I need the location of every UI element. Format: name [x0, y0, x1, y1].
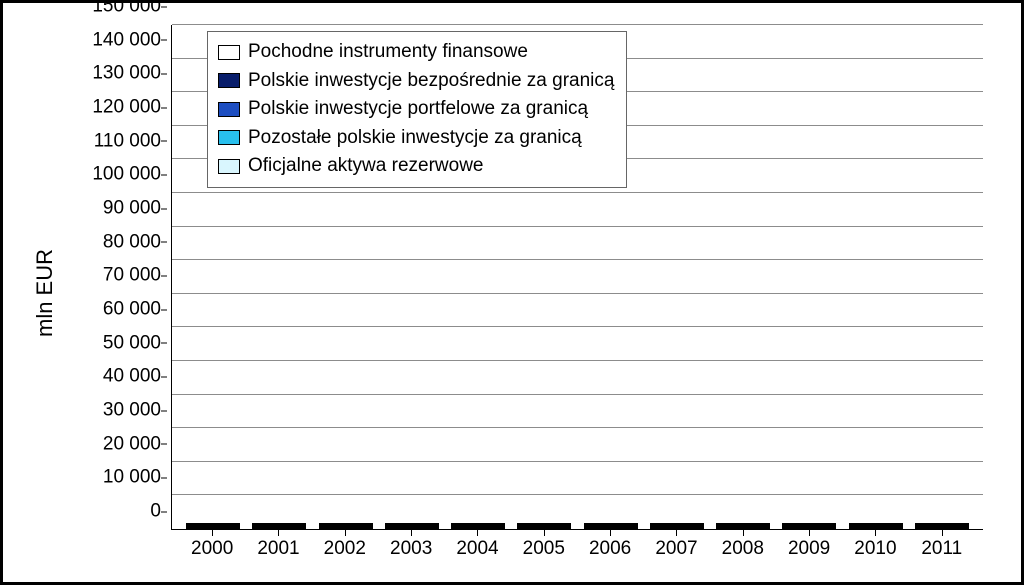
- y-tick-label: 100 000: [61, 165, 161, 184]
- bar-2011: [915, 523, 969, 529]
- legend-label: Oficjalne aktywa rezerwowe: [248, 152, 483, 181]
- bar-seg-reserves: [385, 527, 439, 529]
- y-tick-label: 140 000: [61, 30, 161, 49]
- bar-2008: [716, 523, 770, 529]
- x-axis: 2000 2001 2002 2003 2004 2005 2006 2007 2008 2009…: [171, 530, 983, 570]
- y-tick-label: 30 000: [61, 401, 161, 420]
- bar-2010: [849, 523, 903, 529]
- y-tick-label: 0: [61, 502, 161, 521]
- y-axis-label: mln EUR: [32, 248, 58, 336]
- bar-2007: [650, 523, 704, 529]
- x-tick-label: 2000: [185, 530, 239, 570]
- bar-2002: [319, 523, 373, 529]
- legend-item-direct: Polskie inwestycje bezpośrednie za grani…: [218, 67, 614, 96]
- bar-seg-reserves: [451, 527, 505, 529]
- bar-2006: [584, 523, 638, 529]
- y-tick-label: 150 000: [61, 0, 161, 16]
- y-tick-label: 120 000: [61, 98, 161, 117]
- y-tick-label: 110 000: [61, 131, 161, 150]
- x-tick-label: 2005: [517, 530, 571, 570]
- x-tick-label: 2006: [583, 530, 637, 570]
- y-tick-label: 20 000: [61, 434, 161, 453]
- legend-label: Polskie inwestycje bezpośrednie za grani…: [248, 67, 614, 96]
- y-tick-label: 60 000: [61, 300, 161, 319]
- x-tick-label: 2008: [716, 530, 770, 570]
- bar-seg-reserves: [319, 527, 373, 529]
- x-tick-label: 2007: [649, 530, 703, 570]
- x-tick-label: 2010: [848, 530, 902, 570]
- x-tick-label: 2011: [915, 530, 969, 570]
- y-tick-label: 130 000: [61, 64, 161, 83]
- x-tick-label: 2002: [318, 530, 372, 570]
- y-tick-label: 90 000: [61, 199, 161, 218]
- legend-swatch: [218, 102, 240, 117]
- bar-seg-reserves: [849, 527, 903, 529]
- y-tick-label: 40 000: [61, 367, 161, 386]
- bar-2003: [385, 523, 439, 529]
- y-tick-label: 70 000: [61, 266, 161, 285]
- bar-2004: [451, 523, 505, 529]
- legend-item-reserves: Oficjalne aktywa rezerwowe: [218, 152, 614, 181]
- legend-label: Pozostałe polskie inwestycje za granicą: [248, 124, 582, 153]
- bar-2009: [782, 523, 836, 529]
- bar-seg-reserves: [650, 527, 704, 529]
- x-tick-label: 2009: [782, 530, 836, 570]
- bar-2005: [517, 523, 571, 529]
- legend-swatch: [218, 159, 240, 174]
- y-tick-label: 80 000: [61, 232, 161, 251]
- legend-item-other: Pozostałe polskie inwestycje za granicą: [218, 124, 614, 153]
- legend: Pochodne instrumenty finansowePolskie in…: [207, 31, 627, 188]
- x-tick-label: 2003: [384, 530, 438, 570]
- legend-swatch: [218, 130, 240, 145]
- legend-label: Polskie inwestycje portfelowe za granicą: [248, 95, 588, 124]
- bar-seg-reserves: [584, 527, 638, 529]
- x-tick-label: 2004: [450, 530, 504, 570]
- bar-seg-reserves: [252, 527, 306, 529]
- legend-item-derivatives: Pochodne instrumenty finansowe: [218, 38, 614, 67]
- y-axis: 0 10 000 20 000 30 000 40 000 50 000 60 000 70 …: [61, 25, 161, 530]
- plot-area: Pochodne instrumenty finansowePolskie in…: [171, 25, 983, 530]
- chart-wrap: mln EUR 0 10 000 20 000 30 000 40 000 50 000 6…: [21, 15, 1003, 570]
- x-tick-label: 2001: [251, 530, 305, 570]
- legend-swatch: [218, 45, 240, 60]
- bar-2001: [252, 523, 306, 529]
- bar-seg-reserves: [915, 527, 969, 529]
- y-tick-label: 10 000: [61, 468, 161, 487]
- legend-label: Pochodne instrumenty finansowe: [248, 38, 528, 67]
- bar-seg-reserves: [716, 527, 770, 529]
- bar-seg-reserves: [782, 527, 836, 529]
- chart-frame: mln EUR 0 10 000 20 000 30 000 40 000 50 000 6…: [0, 0, 1024, 585]
- bar-seg-reserves: [186, 527, 240, 529]
- legend-item-portfolio: Polskie inwestycje portfelowe za granicą: [218, 95, 614, 124]
- bar-seg-reserves: [517, 527, 571, 529]
- legend-swatch: [218, 73, 240, 88]
- y-tick-label: 50 000: [61, 333, 161, 352]
- bar-2000: [186, 523, 240, 529]
